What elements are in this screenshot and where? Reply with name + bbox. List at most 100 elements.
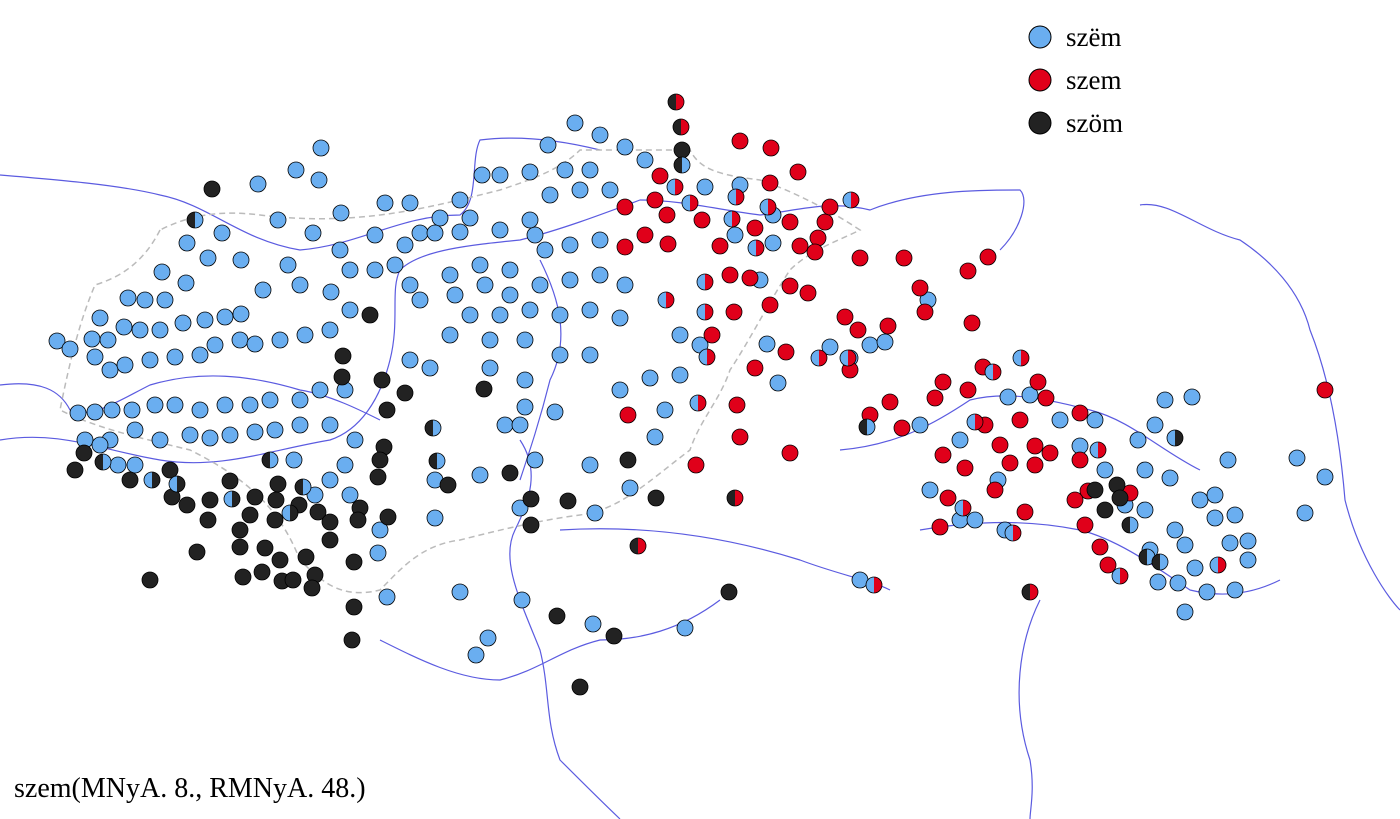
map-point <box>656 401 674 419</box>
map-point <box>926 389 944 407</box>
map-point <box>1129 431 1147 449</box>
point-half <box>658 292 666 308</box>
map-point <box>178 234 196 252</box>
map-point-split <box>294 478 312 496</box>
map-point <box>66 461 84 479</box>
map-point <box>378 401 396 419</box>
map-point <box>611 309 629 327</box>
map-point <box>876 333 894 351</box>
point-outline <box>966 413 984 431</box>
map-point <box>249 175 267 193</box>
map-point <box>151 431 169 449</box>
map-point <box>746 219 764 237</box>
map-point <box>761 174 779 192</box>
point-outline <box>984 363 1002 381</box>
point-outline <box>954 499 972 517</box>
map-point <box>1011 411 1029 429</box>
map-point <box>986 481 1004 499</box>
river <box>0 189 1025 464</box>
map-point <box>441 326 459 344</box>
map-point <box>916 303 934 321</box>
map-point <box>591 126 609 144</box>
map-point <box>346 431 364 449</box>
map-point-split <box>424 419 442 437</box>
map-point <box>676 619 694 637</box>
map-point <box>521 163 539 181</box>
map-point <box>571 678 589 696</box>
map-point <box>526 226 544 244</box>
point-half <box>282 505 290 521</box>
river <box>379 599 721 681</box>
map-point-split <box>1004 524 1022 542</box>
map-point <box>1206 486 1224 504</box>
map-point <box>619 406 637 424</box>
map-point <box>789 163 807 181</box>
map-point <box>791 237 809 255</box>
map-point <box>1176 536 1194 554</box>
map-point <box>439 476 457 494</box>
map-point <box>291 391 309 409</box>
map-point <box>641 369 659 387</box>
map-point <box>881 393 899 411</box>
map-point <box>1041 444 1059 462</box>
map-point <box>616 198 634 216</box>
map-point <box>521 301 539 319</box>
map-point <box>931 518 949 536</box>
map-point <box>1316 381 1334 399</box>
map-point <box>1166 521 1184 539</box>
map-point <box>647 489 665 507</box>
legend-label: szem <box>1066 65 1121 95</box>
map-point <box>806 243 824 261</box>
border <box>59 149 862 594</box>
map-point <box>246 488 264 506</box>
map-point <box>720 583 738 601</box>
map-point <box>1183 388 1201 406</box>
map-point <box>86 403 104 421</box>
map-point <box>769 374 787 392</box>
map-point <box>177 274 195 292</box>
point-outline <box>726 489 744 507</box>
map-point <box>475 380 493 398</box>
map-point <box>421 359 439 377</box>
point-half <box>682 157 690 173</box>
map-point <box>231 538 249 556</box>
point-half <box>682 195 690 211</box>
map-point <box>1029 373 1047 391</box>
map-point <box>166 348 184 366</box>
point-outline <box>696 273 714 291</box>
map-point <box>764 234 782 252</box>
map-point <box>619 451 637 469</box>
point-outline <box>865 576 883 594</box>
map-point <box>201 491 219 509</box>
map-point <box>321 513 339 531</box>
point-half <box>811 350 819 366</box>
map-point-split <box>1111 567 1129 585</box>
map-point <box>1051 411 1069 429</box>
map-point <box>1239 551 1257 569</box>
point-half <box>736 189 744 205</box>
map-point <box>451 191 469 209</box>
map-point <box>369 468 387 486</box>
legend-label: szöm <box>1066 108 1123 138</box>
map-point <box>321 471 339 489</box>
map-point <box>371 451 389 469</box>
map-point <box>758 335 776 353</box>
map-point <box>131 321 149 339</box>
point-half <box>144 472 152 488</box>
map-point <box>959 381 977 399</box>
caption: szem(MNyA. 8., RMNyA. 48.) <box>14 773 366 804</box>
map-point-split <box>984 363 1002 381</box>
point-half <box>437 453 445 469</box>
legend-label: szëm <box>1066 22 1121 52</box>
map-point <box>725 303 743 321</box>
map-point <box>451 583 469 601</box>
map-point <box>501 261 519 279</box>
map-point <box>1176 603 1194 621</box>
map-point <box>703 326 721 344</box>
map-point <box>951 431 969 449</box>
map-point <box>345 553 363 571</box>
map-point <box>934 373 952 391</box>
point-half <box>699 349 707 365</box>
map-point <box>188 543 206 561</box>
point-half <box>1167 430 1175 446</box>
